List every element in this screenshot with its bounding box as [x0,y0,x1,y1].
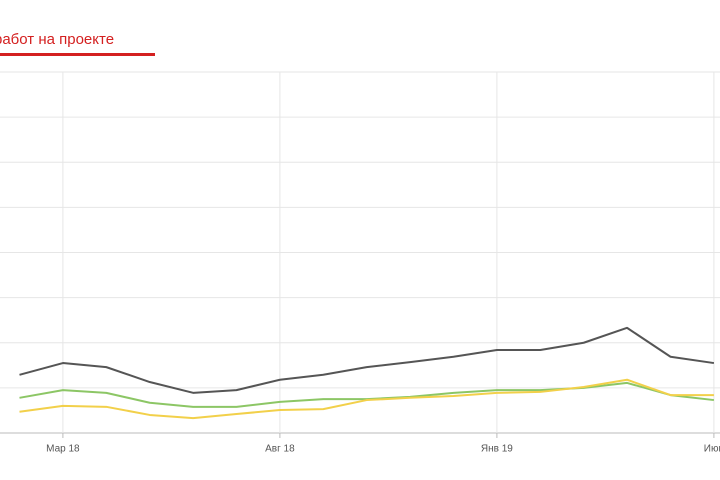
x-tick-label: Авг 18 [265,444,295,455]
series-line [19,326,715,394]
chart-title: работ на проекте [0,31,114,48]
series-line [19,381,715,408]
x-tick-label: Мар 18 [46,444,80,455]
series-line [19,378,714,420]
x-tick-label: Июн [704,444,720,455]
title-underline [0,53,155,56]
x-tick-label: Янв 19 [481,444,513,455]
